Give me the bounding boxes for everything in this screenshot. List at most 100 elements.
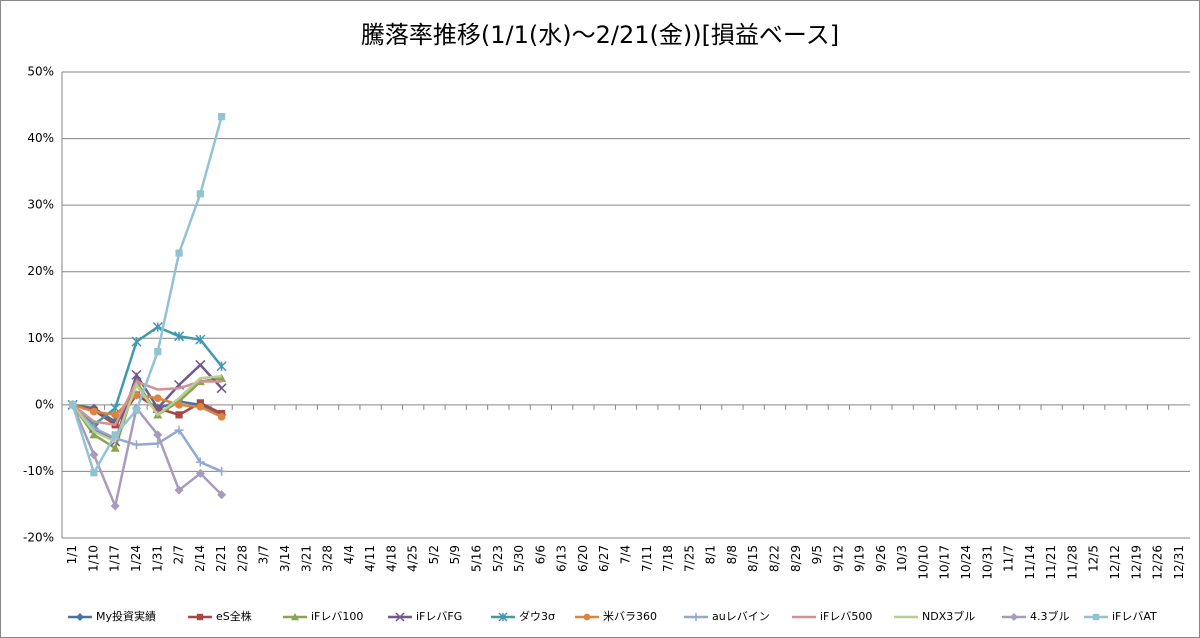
marker xyxy=(89,450,99,460)
marker xyxy=(1092,613,1100,621)
marker xyxy=(1010,613,1018,621)
series-line xyxy=(71,116,223,476)
marker xyxy=(111,431,119,439)
marker xyxy=(175,249,183,257)
marker xyxy=(291,613,299,621)
legend-label: 4.3ブル xyxy=(1030,609,1070,623)
x-tick-label: 9/12 xyxy=(831,545,845,572)
marker xyxy=(217,490,227,500)
y-tick-label: 10% xyxy=(27,331,54,345)
marker xyxy=(195,468,205,478)
series-line xyxy=(71,404,223,511)
x-tick-label: 12/26 xyxy=(1151,545,1165,580)
legend-label: ダウ3σ xyxy=(519,609,555,623)
x-tick-label: 1/31 xyxy=(150,545,164,572)
y-tick-label: -20% xyxy=(23,531,54,545)
marker xyxy=(217,373,227,382)
x-tick-label: 7/11 xyxy=(640,545,654,572)
legend-label: iFレバ500 xyxy=(820,610,872,623)
x-tick-label: 9/5 xyxy=(810,545,824,564)
marker xyxy=(110,501,120,511)
marker xyxy=(195,334,206,345)
marker xyxy=(131,336,142,347)
marker xyxy=(174,485,184,495)
x-tick-label: 5/2 xyxy=(427,545,441,564)
x-tick-label: 10/3 xyxy=(895,545,909,572)
marker xyxy=(90,407,98,416)
marker xyxy=(498,612,508,622)
x-tick-label: 9/26 xyxy=(874,545,888,572)
x-tick-label: 1/24 xyxy=(129,545,143,572)
x-tick-label: 10/24 xyxy=(959,545,973,580)
marker xyxy=(196,613,204,621)
marker xyxy=(153,430,163,440)
marker xyxy=(90,469,98,477)
legend-label: iFレバAT xyxy=(1112,610,1157,623)
marker xyxy=(175,401,183,409)
x-tick-label: 1/17 xyxy=(108,545,122,572)
y-tick-label: 30% xyxy=(27,198,54,212)
marker xyxy=(131,369,142,380)
x-tick-label: 12/12 xyxy=(1108,545,1122,580)
legend-label: iFレバ100 xyxy=(311,610,363,623)
x-tick-label: 8/29 xyxy=(789,545,803,572)
x-tick-label: 5/30 xyxy=(512,545,526,572)
x-tick-label: 2/28 xyxy=(235,545,249,572)
marker xyxy=(132,406,141,414)
marker xyxy=(583,613,591,621)
y-tick-label: 0% xyxy=(35,397,54,411)
marker xyxy=(196,190,204,198)
x-tick-label: 4/18 xyxy=(384,545,398,572)
x-tick-label: 6/13 xyxy=(555,545,569,572)
x-tick-label: 3/7 xyxy=(257,545,271,564)
x-tick-label: 6/6 xyxy=(533,545,547,564)
marker xyxy=(692,613,700,621)
marker xyxy=(152,321,163,332)
marker xyxy=(395,612,405,622)
x-tick-label: 7/4 xyxy=(619,545,633,564)
marker xyxy=(89,430,99,439)
x-tick-label: 3/28 xyxy=(321,545,335,572)
marker xyxy=(218,113,226,121)
x-tick-label: 10/17 xyxy=(938,545,952,580)
y-tick-label: 40% xyxy=(27,131,54,145)
x-tick-label: 12/5 xyxy=(1087,545,1101,572)
marker xyxy=(196,403,205,411)
x-tick-label: 5/16 xyxy=(470,545,484,572)
legend-label: eS全株 xyxy=(216,609,252,623)
marker xyxy=(216,383,227,394)
y-tick-label: 20% xyxy=(27,264,54,278)
legend-label: 米バラ360 xyxy=(603,610,657,623)
x-tick-label: 8/1 xyxy=(704,545,718,564)
marker xyxy=(153,394,162,403)
x-tick-label: 1/10 xyxy=(86,545,100,572)
x-tick-label: 10/31 xyxy=(980,545,994,580)
marker xyxy=(217,413,226,421)
x-tick-label: 8/8 xyxy=(725,545,739,564)
x-tick-label: 7/18 xyxy=(661,545,675,572)
x-tick-label: 5/23 xyxy=(491,545,505,572)
marker xyxy=(131,440,141,450)
x-tick-label: 1/1 xyxy=(65,545,79,564)
x-tick-label: 11/28 xyxy=(1065,545,1079,580)
marker xyxy=(175,411,183,419)
marker xyxy=(174,331,185,342)
x-tick-label: 7/25 xyxy=(682,545,696,572)
x-tick-label: 6/20 xyxy=(576,545,590,572)
marker xyxy=(76,613,84,621)
marker xyxy=(195,457,205,467)
legend-label: iFレバFG xyxy=(416,610,462,623)
x-tick-label: 2/21 xyxy=(214,545,228,572)
x-tick-label: 4/11 xyxy=(363,545,377,572)
x-tick-label: 12/31 xyxy=(1172,545,1186,580)
series-line xyxy=(71,404,223,473)
marker xyxy=(195,359,206,370)
marker xyxy=(154,348,162,356)
marker xyxy=(174,425,184,435)
series-line xyxy=(71,374,222,444)
marker xyxy=(217,466,227,476)
x-tick-label: 3/14 xyxy=(278,545,292,572)
legend-label: NDX3ブル xyxy=(922,609,975,623)
